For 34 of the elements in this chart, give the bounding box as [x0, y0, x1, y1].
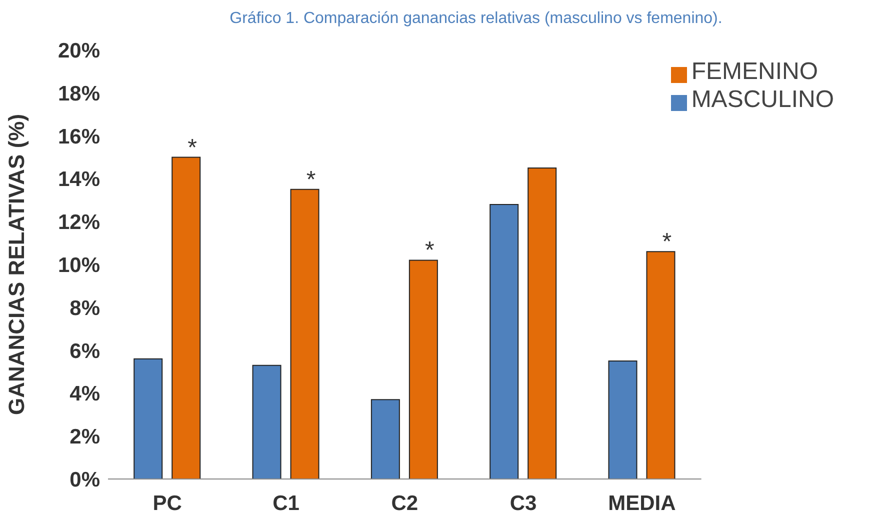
y-tick-label: 0%	[70, 468, 100, 492]
y-tick-label: 2%	[70, 426, 100, 449]
bar	[172, 156, 201, 479]
bar	[290, 188, 320, 479]
x-tick-label: C1	[272, 492, 300, 515]
chart-title: Gráfico 1. Comparación ganancias relativas (masculino vs femenino).	[228, 9, 724, 29]
y-tick-label: 8%	[70, 296, 100, 320]
x-tick-label: PC	[152, 492, 182, 515]
y-tick-label: 4%	[70, 382, 100, 406]
annotation: *	[188, 134, 198, 162]
legend-label: FEMENINO	[691, 58, 818, 85]
y-axis-title: GANANCIAS RELATIVAS (%)	[4, 114, 29, 416]
legend-label: MASCULINO	[691, 86, 834, 113]
bar	[134, 358, 163, 479]
y-tick-label: 18%	[58, 82, 100, 106]
annotation: *	[306, 166, 316, 194]
y-tick-label: 20%	[58, 39, 100, 62]
bar	[252, 364, 282, 479]
bar	[608, 360, 638, 479]
annotation: *	[424, 237, 434, 264]
x-tick-label: C2	[391, 492, 418, 515]
bar	[408, 260, 438, 479]
x-tick-label: C3	[510, 492, 537, 515]
y-tick-label: 12%	[58, 211, 100, 234]
annotation: *	[662, 228, 672, 256]
bar	[370, 399, 400, 479]
bar	[490, 204, 519, 479]
y-tick-label: 6%	[70, 340, 100, 363]
bar	[646, 251, 676, 479]
x-tick-label: MEDIA	[608, 492, 676, 515]
y-tick-label: 16%	[58, 125, 100, 148]
y-tick-label: 14%	[58, 168, 100, 192]
bar	[528, 167, 557, 479]
y-tick-label: 10%	[58, 254, 100, 277]
